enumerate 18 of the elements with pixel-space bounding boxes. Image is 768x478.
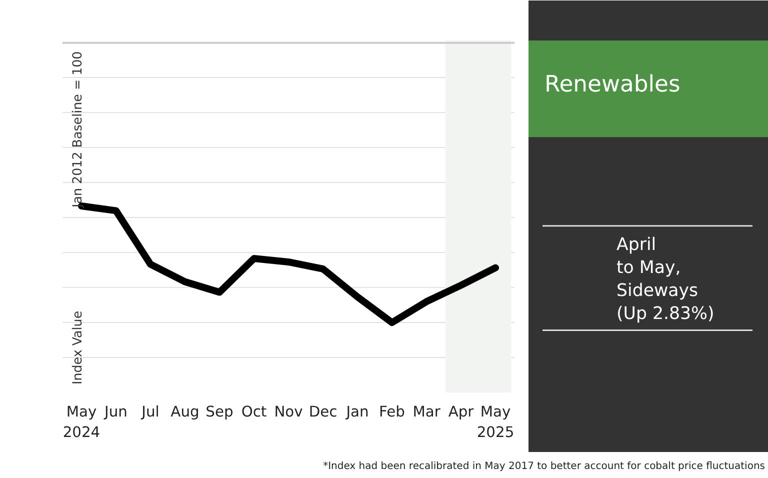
text: Renewables <box>544 72 680 98</box>
x-tick-label: Sep <box>206 404 234 420</box>
x-tick-label: Apr <box>448 404 475 420</box>
x-tick-label: May 2025 <box>476 404 514 441</box>
text: *Index had been recalibrated in May 2017 to better account for cobalt price fluctuations <box>323 460 765 474</box>
x-tick-label: Jun <box>104 404 128 420</box>
x-tick-label: Aug <box>170 404 200 420</box>
x-tick-label: Jan <box>345 404 369 420</box>
x-tick-label: Feb <box>379 404 405 420</box>
x-tick-label: Mar <box>412 404 442 420</box>
x-tick-label: May 2024 <box>62 404 100 441</box>
x-tick-label: Oct <box>241 404 267 420</box>
y-axis-title: Index Value <box>70 310 84 384</box>
x-tick-label: Dec <box>308 404 338 420</box>
annotation: Jan 2012 Baseline = 100 <box>70 51 84 208</box>
x-tick-label: Nov <box>274 404 304 420</box>
text: April to May, Sideways (Up 2.83%) <box>616 235 714 324</box>
x-tick-label: Jul <box>140 404 160 420</box>
